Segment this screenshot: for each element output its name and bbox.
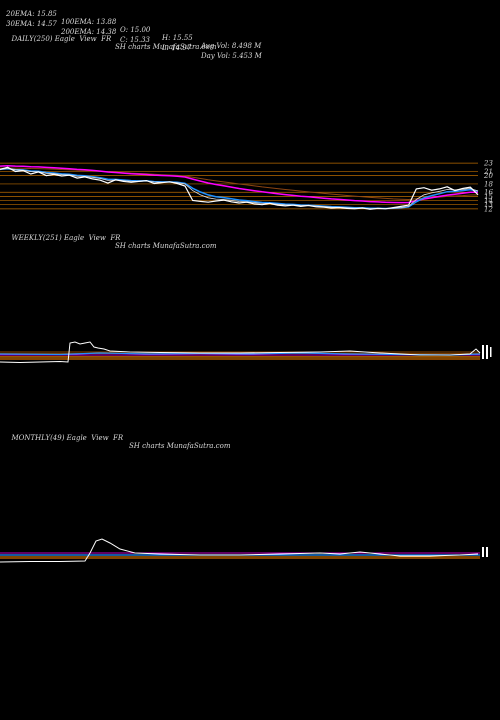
weekly-title: WEEKLY(251) Eagle View FR (11, 234, 121, 242)
header-row-1: 20EMA: 15.85 100EMA: 13.88 O: 15.00 H: 1… (6, 2, 261, 50)
monthly-panel-label: MONTHLY(49) Eagle View FR SH charts Muna… (7, 426, 230, 450)
ema30-value: 30EMA: 14.57 (6, 20, 57, 28)
daily-y-tick-label: 21 (483, 168, 493, 176)
daily-y-tick-label: 16 (484, 189, 493, 197)
weekly-tick-marker (486, 345, 488, 359)
daily-price-line (0, 166, 479, 210)
day-vol-value: Day Vol: 5.453 M (201, 52, 262, 60)
low-value: L: 14.97 (162, 44, 192, 52)
monthly-chart (0, 538, 488, 563)
daily-y-tick-label: 23 (483, 160, 493, 168)
weekly-tick-marker (482, 345, 484, 359)
daily-panel-label: DAILY(250) Eagle View FR SH charts Munaf… (7, 27, 216, 51)
ema200-value: 200EMA: 14.38 (61, 28, 117, 36)
monthly-title: MONTHLY(49) Eagle View FR (11, 434, 124, 442)
daily-y-tick-label: 18 (484, 180, 493, 188)
monthly-tick-marker (486, 547, 488, 557)
daily-ema100-line (0, 165, 479, 204)
weekly-tick-marker (490, 347, 492, 357)
monthly-site: SH charts MunafaSutra.com (129, 442, 231, 450)
ema20-value: 20EMA: 15.85 (6, 10, 57, 18)
weekly-site: SH charts MunafaSutra.com (115, 242, 217, 250)
avg-vol-value: Avg Vol: 8.498 M (201, 42, 262, 50)
daily-site: SH charts MunafaSutra.com (115, 43, 217, 51)
daily-y-tick-label: 20 (483, 172, 493, 180)
weekly-panel-label: WEEKLY(251) Eagle View FR SH charts Muna… (7, 226, 216, 250)
weekly-y-axis (482, 345, 492, 359)
monthly-price-line (0, 538, 479, 563)
high-value: H: 15.55 (162, 34, 193, 42)
daily-ema20-line (0, 168, 479, 210)
close-value: C: 15.33 (120, 36, 150, 44)
monthly-y-axis (482, 547, 488, 557)
header-row-2: 30EMA: 14.57 200EMA: 14.38 C: 15.33 L: 1… (6, 12, 262, 60)
monthly-tick-marker (482, 547, 484, 557)
open-value: O: 15.00 (120, 26, 151, 34)
daily-y-tick-label: 15 (484, 193, 493, 201)
weekly-chart (0, 341, 492, 364)
daily-y-tick-label: 12 (484, 205, 493, 213)
daily-title: DAILY(250) Eagle View FR (11, 35, 112, 43)
daily-y-tick-label: 13 (484, 201, 493, 209)
weekly-price-line (0, 341, 481, 364)
daily-y-tick-label: 14 (484, 197, 493, 205)
ema100-value: 100EMA: 13.88 (61, 18, 117, 26)
